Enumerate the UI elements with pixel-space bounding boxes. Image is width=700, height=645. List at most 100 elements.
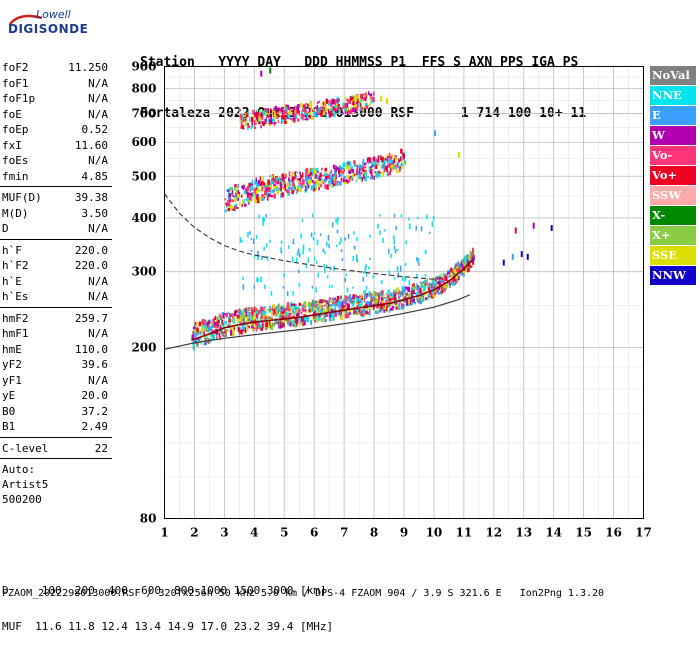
echo-mark <box>265 191 269 197</box>
echo-mark <box>304 118 307 121</box>
echo-mark <box>358 164 361 170</box>
echo-mark <box>316 239 319 246</box>
echo-mark <box>456 275 459 279</box>
echo-mark <box>359 102 362 109</box>
echo-mark <box>325 113 328 119</box>
param-value: 3.50 <box>81 206 109 220</box>
echo-mark <box>300 184 303 189</box>
echo-mark <box>395 226 397 231</box>
echo-mark <box>299 171 301 176</box>
echo-mark <box>344 298 348 302</box>
echo-mark <box>260 70 263 77</box>
echo-mark <box>291 256 294 263</box>
echo-mark <box>347 233 350 239</box>
echo-mark <box>286 113 289 117</box>
echo-mark <box>262 198 265 201</box>
echo-mark <box>308 110 312 115</box>
digisonde-logo <box>4 6 84 40</box>
y-tick-label: 500 <box>131 169 156 183</box>
echo-mark <box>347 163 351 166</box>
echo-mark <box>200 340 203 345</box>
echo-mark <box>416 288 420 291</box>
echo-mark <box>319 299 322 305</box>
echo-mark <box>463 258 465 264</box>
echo-mark <box>193 345 195 351</box>
echo-mark <box>255 119 257 124</box>
echo-mark <box>360 172 363 175</box>
echo-mark <box>253 238 255 245</box>
echo-mark <box>240 314 243 319</box>
echo-mark <box>419 292 422 296</box>
echo-mark <box>296 306 300 310</box>
echo-mark <box>216 334 218 340</box>
echo-mark <box>321 177 323 181</box>
echo-mark <box>460 261 463 265</box>
echo-mark <box>334 301 337 307</box>
echo-mark <box>306 103 310 109</box>
echo-mark <box>351 306 354 310</box>
echo-mark <box>260 125 262 129</box>
echo-mark <box>444 274 447 278</box>
echo-mark <box>266 182 269 187</box>
echo-mark <box>400 163 402 167</box>
echo-mark <box>247 124 249 129</box>
echo-mark <box>298 308 301 314</box>
echo-mark <box>273 183 275 188</box>
echo-mark <box>278 178 282 181</box>
echo-mark <box>313 315 316 318</box>
param-value: 0.52 <box>81 123 109 136</box>
echo-mark <box>426 283 428 286</box>
echo-mark <box>404 297 407 299</box>
echo-mark <box>425 280 428 283</box>
echo-mark <box>356 106 359 112</box>
echo-mark <box>241 239 243 243</box>
echo-mark <box>447 280 449 286</box>
echo-mark <box>302 249 304 255</box>
echo-mark <box>240 317 243 322</box>
echo-mark <box>371 164 375 168</box>
echo-mark <box>281 173 285 179</box>
echo-mark <box>369 98 371 101</box>
param-value: N/A <box>88 76 108 90</box>
echo-mark <box>302 244 305 251</box>
echo-mark <box>349 96 353 101</box>
echo-mark <box>198 321 202 327</box>
echo-mark <box>380 155 382 161</box>
echo-mark <box>364 162 367 166</box>
echo-mark <box>359 168 361 174</box>
echo-mark <box>260 314 264 319</box>
echo-mark <box>254 199 258 204</box>
echo-mark <box>256 313 259 319</box>
echo-mark <box>413 292 417 295</box>
echo-mark <box>271 119 275 122</box>
echo-mark <box>336 182 339 187</box>
echo-mark <box>346 296 349 300</box>
echo-mark <box>296 187 300 190</box>
echo-mark <box>207 326 211 332</box>
echo-mark <box>233 310 237 317</box>
echo-mark <box>360 166 363 170</box>
echo-mark <box>292 238 295 245</box>
echo-mark <box>399 156 402 162</box>
echo-mark <box>430 293 433 296</box>
echo-mark <box>251 179 254 185</box>
echo-mark <box>399 292 402 297</box>
echo-mark <box>315 302 317 306</box>
echo-mark <box>366 157 369 163</box>
echo-mark <box>294 113 297 120</box>
echo-mark <box>283 184 287 188</box>
echo-mark <box>310 320 313 326</box>
echo-mark <box>232 194 234 198</box>
echo-mark <box>282 323 285 328</box>
echo-mark <box>292 187 295 191</box>
echo-mark <box>291 308 295 311</box>
echo-mark <box>333 99 336 105</box>
echo-mark <box>362 158 365 164</box>
logo-main-text: DIGISONDE <box>8 22 89 36</box>
echo-mark <box>331 284 333 288</box>
echo-mark <box>279 314 281 317</box>
echo-mark <box>320 183 322 188</box>
echo-mark <box>462 274 465 277</box>
echo-mark <box>298 113 301 116</box>
echo-mark <box>381 290 384 296</box>
